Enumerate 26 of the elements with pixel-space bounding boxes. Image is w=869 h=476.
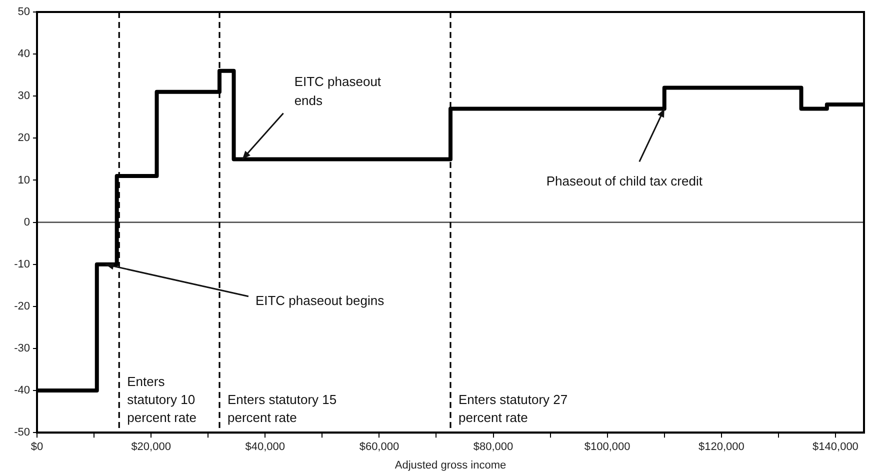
y-tick-label: -50: [14, 426, 30, 439]
y-tick-label: -20: [14, 300, 30, 312]
x-tick-label: $80,000: [473, 441, 514, 454]
x-tick-label: $60,000: [359, 441, 400, 454]
y-tick-label: 50: [18, 6, 30, 18]
x-tick-label: $100,000: [584, 441, 630, 454]
y-tick-label: -10: [14, 258, 30, 270]
annotation: EITC phaseout ends: [294, 74, 382, 108]
y-tick-label: 40: [18, 48, 30, 60]
x-tick-label: $40,000: [245, 441, 286, 454]
x-tick-label: $20,000: [131, 441, 171, 454]
y-tick-label: -30: [14, 342, 30, 355]
y-tick-label: 10: [18, 174, 30, 186]
y-tick-label: 30: [18, 90, 30, 102]
x-axis-title: Adjusted gross income: [394, 459, 506, 472]
x-tick-label: $120,000: [698, 441, 744, 454]
annotation: Phaseout of child tax credit: [546, 173, 703, 188]
x-tick-label: $140,000: [812, 441, 858, 454]
ref-line-label: Enters statutory 15 percent rate: [228, 392, 337, 426]
y-tick-label: 0: [24, 216, 30, 228]
annotation: EITC phaseout begins: [255, 292, 385, 308]
y-tick-label: 20: [18, 132, 30, 144]
x-tick-label: $0: [30, 441, 44, 454]
ref-line-label: Enters statutory 10 percent rate: [127, 374, 197, 426]
ref-line-label: Enters statutory 27 percent rate: [458, 392, 568, 426]
y-tick-label: -40: [14, 384, 30, 397]
